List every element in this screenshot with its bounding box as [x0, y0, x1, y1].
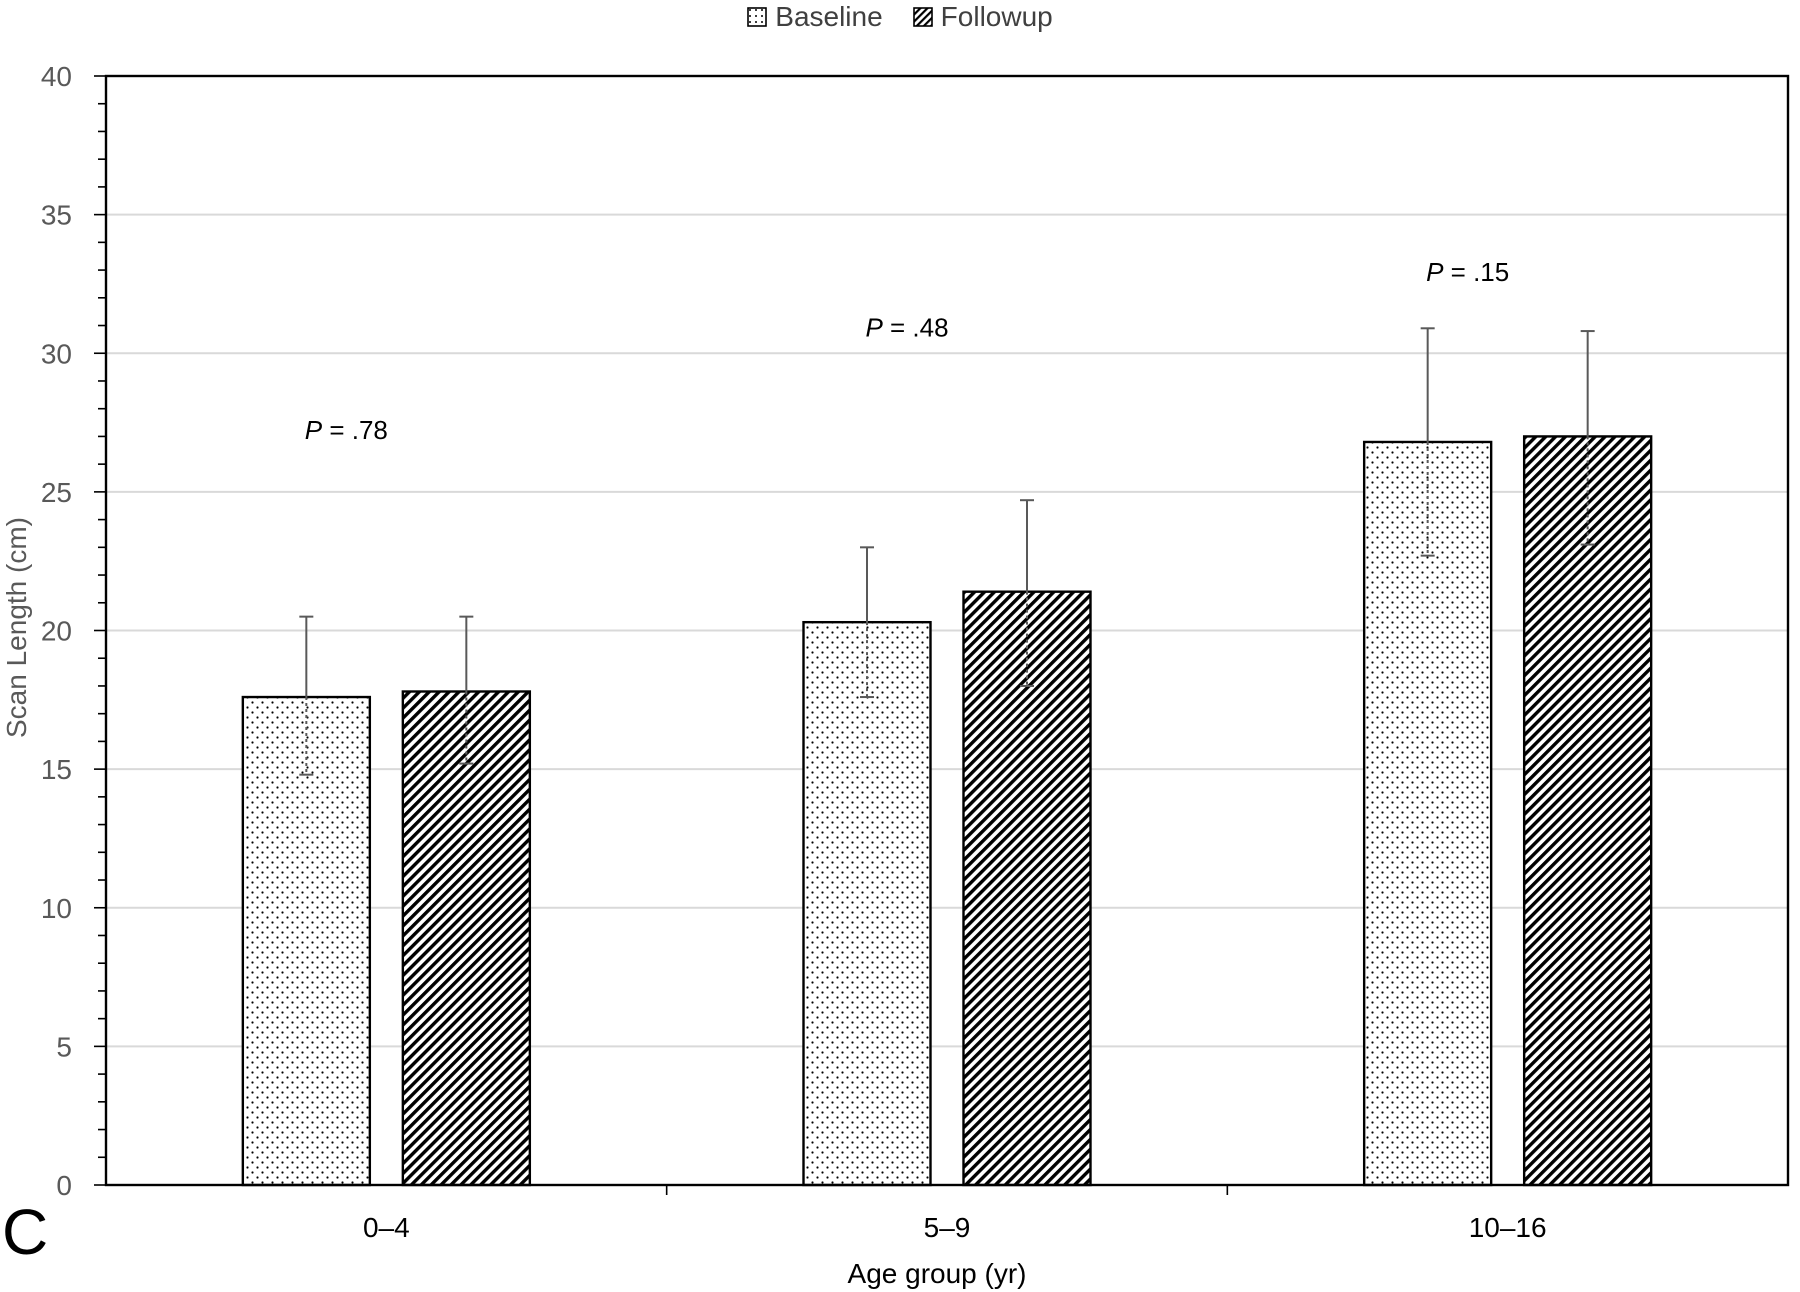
p-value-symbol: P — [305, 415, 323, 445]
y-tick-label: 25 — [41, 477, 72, 508]
bar-baseline-2 — [1362, 440, 1493, 1187]
bar-baseline-1 — [802, 620, 932, 1187]
baseline-swatch-icon — [747, 7, 768, 27]
p-value-annotation: P = .78 — [305, 415, 388, 445]
bar-followup-0 — [401, 690, 532, 1187]
y-tick-label: 15 — [41, 754, 72, 785]
bar-followup-2 — [1522, 435, 1653, 1187]
p-value-number: = .78 — [322, 415, 388, 445]
legend-item-baseline: Baseline — [747, 1, 883, 33]
p-value-annotation: P = .48 — [865, 313, 948, 343]
y-tick-label: 5 — [56, 1031, 72, 1062]
x-tick-label: 10–16 — [1469, 1212, 1547, 1243]
p-value-number: = .15 — [1443, 257, 1509, 287]
panel-label: C — [2, 1196, 49, 1268]
legend: Baseline Followup — [0, 0, 1800, 34]
gridlines — [106, 75, 1788, 1048]
axes — [94, 74, 1790, 1195]
p-value-symbol: P — [1426, 257, 1444, 287]
y-tick-label: 0 — [56, 1170, 72, 1201]
followup-swatch-icon — [912, 7, 933, 27]
legend-label-baseline: Baseline — [775, 1, 883, 32]
y-tick-label: 20 — [41, 616, 72, 647]
x-axis-title: Age group (yr) — [848, 1258, 1027, 1289]
x-tick-label: 5–9 — [924, 1212, 971, 1243]
y-tick-label: 10 — [41, 893, 72, 924]
plot-frame — [104, 74, 1790, 1187]
x-tick-label: 0–4 — [363, 1212, 410, 1243]
bar-followup-1 — [962, 590, 1092, 1187]
p-value-annotation: P = .15 — [1426, 257, 1509, 287]
y-axis-title: Scan Length (cm) — [1, 517, 32, 738]
p-value-symbol: P — [865, 313, 883, 343]
bars — [241, 327, 1653, 1187]
y-tick-label: 35 — [41, 200, 72, 231]
y-tick-label: 30 — [41, 338, 72, 369]
y-tick-label: 40 — [41, 61, 72, 92]
bar-baseline-0 — [241, 695, 372, 1187]
legend-label-followup: Followup — [940, 1, 1053, 32]
legend-item-followup: Followup — [912, 1, 1053, 33]
p-value-number: = .48 — [883, 313, 949, 343]
